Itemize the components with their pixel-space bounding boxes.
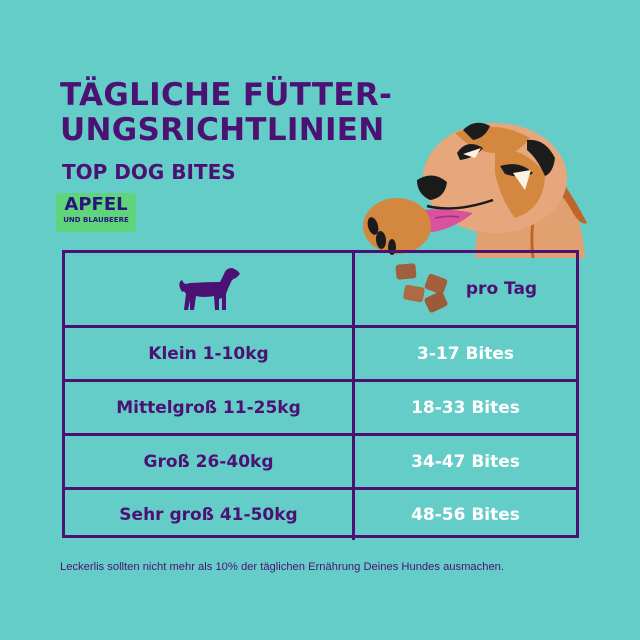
daily-amount-cell: 34-47 Bites bbox=[411, 451, 520, 472]
flavor-sub: UND BLAUBEERE bbox=[63, 216, 129, 224]
dog-silhouette-icon bbox=[178, 268, 240, 310]
title-line-1: TÄGLICHE FÜTTER- bbox=[60, 77, 393, 113]
product-name: TOP DOG BITES bbox=[62, 160, 236, 184]
dog-size-header bbox=[65, 253, 355, 325]
table-row: Klein 1-10kg 3-17 Bites bbox=[65, 328, 576, 382]
footnote: Leckerlis sollten nicht mehr als 10% der… bbox=[60, 561, 505, 573]
title-line-2: UNGSRICHTLINIEN bbox=[60, 112, 385, 148]
dog-size-cell: Klein 1-10kg bbox=[65, 328, 355, 379]
dog-size-cell: Sehr groß 41-50kg bbox=[65, 490, 355, 540]
daily-amount-cell: 18-33 Bites bbox=[411, 397, 520, 418]
treats-icon bbox=[395, 263, 448, 313]
dog-size-cell: Mittelgroß 11-25kg bbox=[65, 382, 355, 433]
table-row: Sehr groß 41-50kg 48-56 Bites bbox=[65, 490, 576, 540]
per-day-header: pro Tag bbox=[355, 253, 576, 325]
dog-illustration-icon bbox=[363, 122, 587, 258]
dog-size-cell: Groß 26-40kg bbox=[65, 436, 355, 487]
table-header-row: pro Tag bbox=[65, 253, 576, 328]
daily-amount-cell: 48-56 Bites bbox=[411, 505, 520, 525]
feeding-table: pro Tag Klein 1-10kg 3-17 Bites Mittelgr… bbox=[62, 250, 579, 540]
per-day-label: pro Tag bbox=[465, 279, 538, 299]
table-row: Mittelgroß 11-25kg 18-33 Bites bbox=[65, 382, 576, 436]
flavor-badge: APFEL UND BLAUBEERE bbox=[56, 193, 136, 232]
flavor-main: APFEL bbox=[64, 194, 128, 215]
table-row: Groß 26-40kg 34-47 Bites bbox=[65, 436, 576, 490]
daily-amount-cell: 3-17 Bites bbox=[416, 343, 515, 364]
page-title: TÄGLICHE FÜTTER- UNGSRICHTLINIEN bbox=[60, 78, 392, 148]
